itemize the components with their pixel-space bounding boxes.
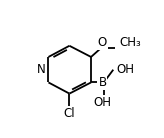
Text: OH: OH: [116, 63, 134, 76]
Text: OH: OH: [93, 96, 112, 109]
Text: O: O: [98, 36, 107, 49]
Text: N: N: [37, 63, 46, 76]
Text: CH₃: CH₃: [120, 36, 141, 49]
Text: B: B: [98, 76, 107, 89]
Text: Cl: Cl: [64, 107, 75, 120]
